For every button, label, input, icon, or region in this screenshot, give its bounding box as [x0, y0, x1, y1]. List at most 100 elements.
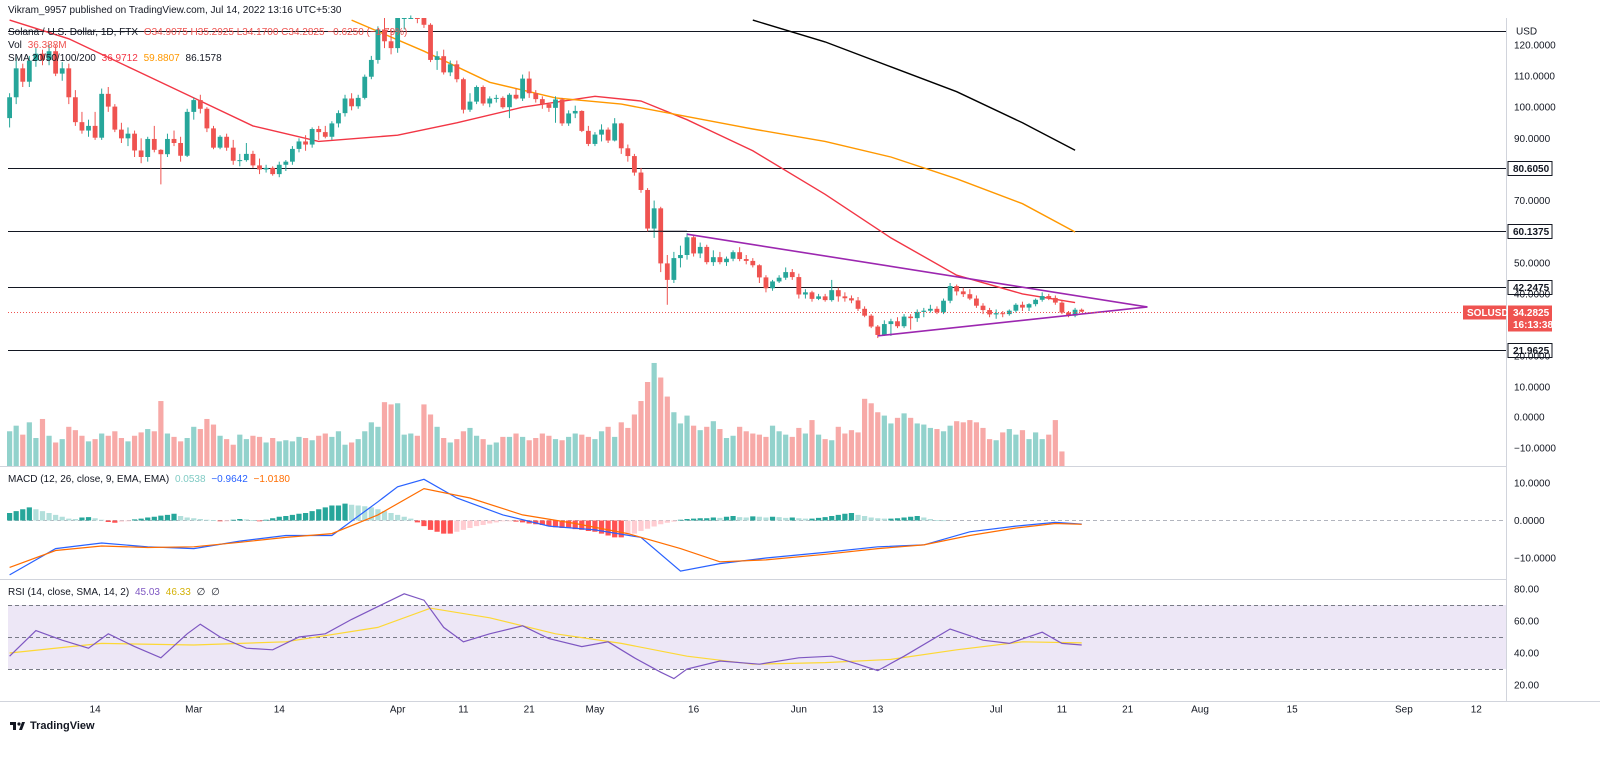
candle-body[interactable]: [197, 100, 203, 109]
candle-body[interactable]: [362, 76, 368, 98]
candle-body[interactable]: [336, 113, 341, 124]
candle-body[interactable]: [388, 41, 394, 49]
candle-body[interactable]: [914, 311, 920, 319]
candle-body[interactable]: [1000, 313, 1006, 315]
candle-body[interactable]: [559, 99, 565, 124]
candle-body[interactable]: [572, 110, 578, 114]
tradingview-logo[interactable]: TradingView: [10, 720, 95, 732]
candle-body[interactable]: [454, 64, 460, 80]
candle-body[interactable]: [888, 321, 894, 325]
candle-body[interactable]: [809, 292, 815, 299]
candle-body[interactable]: [539, 99, 545, 105]
candle-body[interactable]: [855, 300, 861, 309]
candle-body[interactable]: [658, 208, 664, 264]
candle-body[interactable]: [112, 106, 118, 130]
candle-body[interactable]: [151, 138, 157, 150]
candle-body[interactable]: [592, 134, 598, 144]
candle-body[interactable]: [967, 294, 973, 299]
candle-body[interactable]: [835, 290, 841, 297]
candle-body[interactable]: [730, 252, 736, 259]
candle-body[interactable]: [46, 51, 52, 60]
candle-body[interactable]: [474, 86, 479, 102]
candle-body[interactable]: [618, 123, 624, 149]
candle-body[interactable]: [638, 172, 644, 190]
candle-body[interactable]: [13, 68, 19, 98]
candle-body[interactable]: [579, 110, 585, 131]
candle-body[interactable]: [138, 150, 144, 157]
candle-body[interactable]: [171, 138, 177, 143]
candle-body[interactable]: [276, 164, 282, 175]
candle-body[interactable]: [697, 246, 703, 254]
triangle-lower-line[interactable]: [877, 306, 1148, 337]
candle-body[interactable]: [1052, 297, 1058, 303]
candle-body[interactable]: [250, 153, 256, 166]
candle-body[interactable]: [237, 160, 243, 162]
candle-body[interactable]: [263, 167, 269, 170]
candle-body[interactable]: [737, 252, 743, 260]
candle-body[interactable]: [960, 291, 966, 295]
candle-body[interactable]: [342, 98, 348, 114]
candle-body[interactable]: [500, 97, 506, 108]
candle-body[interactable]: [20, 68, 26, 82]
candle-body[interactable]: [53, 51, 59, 74]
candle-body[interactable]: [1039, 296, 1045, 300]
candle-body[interactable]: [66, 68, 72, 98]
candle-body[interactable]: [980, 305, 986, 311]
candle-body[interactable]: [79, 122, 85, 131]
candle-body[interactable]: [408, 18, 414, 19]
candle-body[interactable]: [1026, 304, 1032, 308]
candle-body[interactable]: [296, 141, 302, 149]
candle-body[interactable]: [211, 128, 216, 148]
candle-body[interactable]: [743, 259, 749, 261]
candle-body[interactable]: [908, 316, 914, 319]
candle-body[interactable]: [204, 108, 210, 129]
candle-body[interactable]: [355, 97, 361, 107]
candle-body[interactable]: [1079, 309, 1085, 312]
candle-body[interactable]: [467, 101, 473, 110]
candle-body[interactable]: [33, 53, 39, 61]
candle-body[interactable]: [868, 315, 874, 327]
candle-body[interactable]: [664, 263, 670, 280]
candle-body[interactable]: [191, 100, 197, 112]
candle-body[interactable]: [691, 237, 697, 254]
candle-body[interactable]: [704, 246, 710, 263]
candle-body[interactable]: [947, 286, 953, 301]
candle-body[interactable]: [487, 98, 493, 104]
candle-body[interactable]: [585, 130, 591, 144]
candle-body[interactable]: [178, 142, 184, 156]
candle-body[interactable]: [717, 257, 723, 263]
candle-body[interactable]: [954, 286, 960, 292]
candle-body[interactable]: [789, 272, 795, 278]
candle-body[interactable]: [862, 308, 868, 316]
candle-body[interactable]: [132, 133, 137, 151]
candle-body[interactable]: [881, 324, 887, 335]
candle-body[interactable]: [125, 133, 131, 139]
candle-body[interactable]: [99, 93, 105, 138]
candle-body[interactable]: [684, 237, 690, 255]
candle-body[interactable]: [59, 68, 65, 74]
candle-body[interactable]: [92, 125, 98, 138]
candle-body[interactable]: [849, 298, 854, 301]
candle-body[interactable]: [7, 97, 12, 119]
candle-body[interactable]: [395, 18, 401, 49]
candle-body[interactable]: [303, 141, 308, 145]
candle-body[interactable]: [776, 277, 782, 282]
candle-body[interactable]: [309, 128, 315, 145]
candle-body[interactable]: [875, 326, 881, 335]
candle-body[interactable]: [822, 296, 828, 301]
candle-body[interactable]: [158, 149, 164, 155]
candle-body[interactable]: [72, 97, 78, 123]
candle-body[interactable]: [974, 298, 979, 306]
candle-body[interactable]: [461, 79, 466, 110]
candle-body[interactable]: [770, 281, 775, 289]
candle-body[interactable]: [434, 56, 440, 60]
candle-body[interactable]: [119, 129, 124, 139]
candle-body[interactable]: [441, 56, 447, 73]
candle-body[interactable]: [421, 18, 427, 25]
candle-body[interactable]: [605, 129, 611, 141]
candle-body[interactable]: [349, 98, 355, 107]
candle-body[interactable]: [783, 272, 789, 278]
triangle-upper-line[interactable]: [686, 233, 1148, 308]
candle-body[interactable]: [921, 310, 927, 312]
candle-body[interactable]: [763, 277, 769, 289]
